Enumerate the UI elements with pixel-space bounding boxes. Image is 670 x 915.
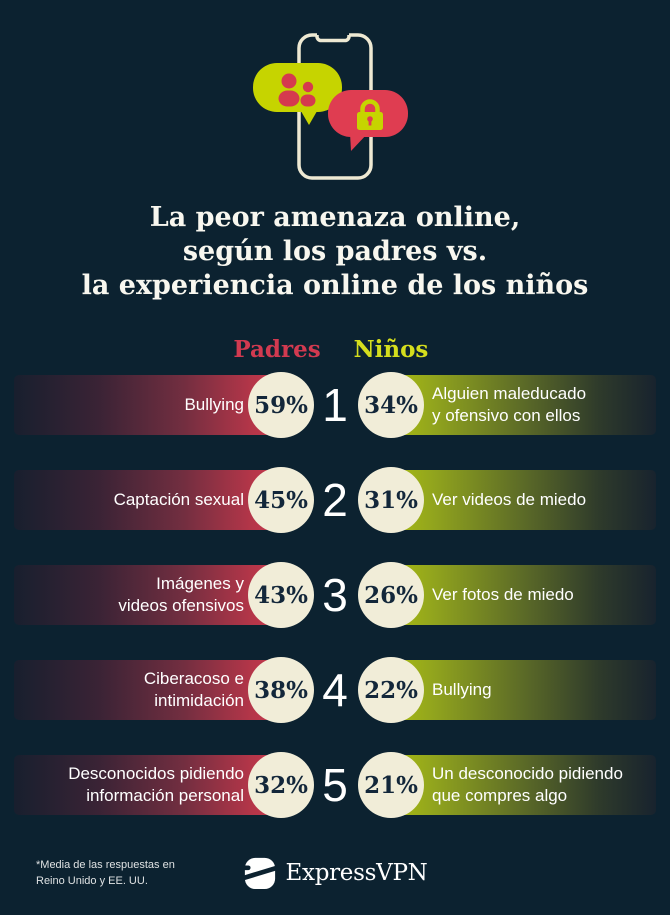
rank-number: 3 [322, 569, 348, 621]
expressvpn-logo: ExpressVPN [0, 851, 670, 895]
kids-chat-bubble-icon [328, 90, 408, 151]
kids-bar: Bullying [374, 660, 656, 720]
page-title: La peor amenaza online, según los padres… [0, 201, 670, 303]
title-line-3: la experiencia online de los niños [81, 270, 589, 301]
parents-bar-label: Captación sexual [113, 489, 244, 509]
two-people-icon [278, 73, 316, 107]
parents-percentage-badge: 45% [248, 467, 314, 533]
threat-row-2: Captación sexual Ver videos de miedo 45%… [0, 467, 670, 533]
parents-bar: Ciberacoso e intimidación [14, 660, 296, 720]
parents-bar-label: Ciberacoso e intimidación [143, 668, 244, 710]
parents-bar-label: Bullying [184, 394, 244, 414]
kids-bar-label: Bullying [432, 679, 492, 699]
title-line-2: según los padres vs. [182, 236, 488, 267]
threat-row-5: Desconocidos pidiendo información person… [0, 752, 670, 818]
phone-chat-illustration [253, 32, 408, 180]
rank-number: 1 [322, 379, 348, 431]
kids-bar-label: Un desconocido pidiendo que compres algo [432, 763, 623, 805]
parents-bar-label: Desconocidos pidiendo información person… [68, 763, 244, 805]
expressvpn-wordmark: ExpressVPN [285, 860, 428, 886]
rank-number: 2 [322, 474, 348, 526]
parents-percentage-badge: 32% [248, 752, 314, 818]
kids-bar-label: Alguien maleducado y ofensivo con ellos [432, 383, 587, 425]
column-header-parents: Padres [233, 336, 321, 363]
rank-number: 4 [322, 664, 348, 716]
parents-chat-bubble-icon [253, 63, 342, 125]
kids-bar-label: Ver fotos de miedo [432, 584, 574, 604]
kids-percentage-badge: 26% [358, 562, 424, 628]
expressvpn-logo-icon [242, 857, 277, 890]
kids-percentage-badge: 21% [358, 752, 424, 818]
threat-row-3: Imágenes y videos ofensivos Ver fotos de… [0, 562, 670, 628]
lock-icon [357, 99, 383, 130]
methodology-footnote: *Media de las respuestas en Reino Unido … [36, 859, 175, 887]
column-header-kids: Niños [353, 336, 429, 363]
threat-row-1: Bullying Alguien maleducado y ofensivo c… [0, 372, 670, 438]
kids-percentage-badge: 22% [358, 657, 424, 723]
kids-bar-label: Ver videos de miedo [432, 489, 587, 509]
rank-number: 5 [322, 759, 348, 811]
parents-percentage-badge: 59% [248, 372, 314, 438]
parents-bar: Desconocidos pidiendo información person… [14, 755, 296, 815]
parents-bar-label: Imágenes y videos ofensivos [118, 573, 244, 615]
parents-percentage-badge: 38% [248, 657, 314, 723]
kids-percentage-badge: 31% [358, 467, 424, 533]
threat-row-4: Ciberacoso e intimidación Bullying 38% 2… [0, 657, 670, 723]
kids-percentage-badge: 34% [358, 372, 424, 438]
title-line-1: La peor amenaza online, [149, 202, 521, 233]
parents-percentage-badge: 43% [248, 562, 314, 628]
